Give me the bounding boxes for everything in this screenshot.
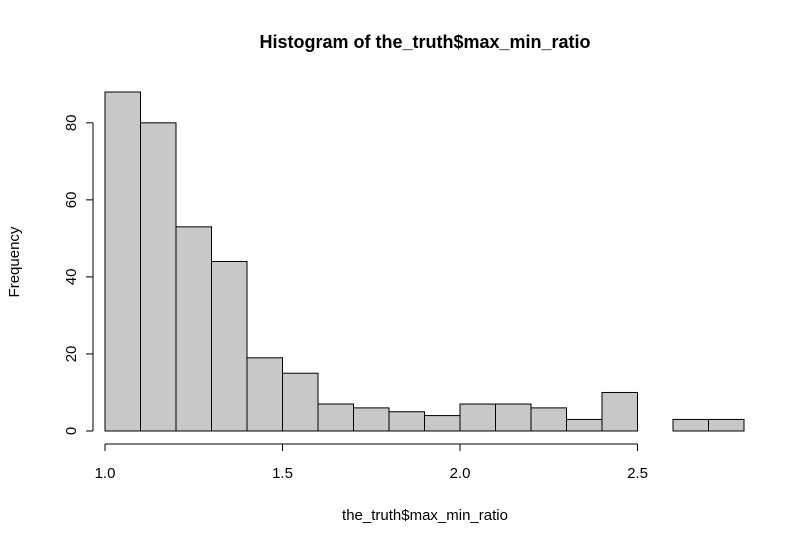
x-tick-label: 1.5 xyxy=(272,465,293,482)
y-tick-label: 40 xyxy=(63,269,80,286)
y-tick-label: 20 xyxy=(63,346,80,363)
histogram-bar xyxy=(495,403,532,432)
histogram-bar xyxy=(530,407,567,432)
histogram-bar xyxy=(424,415,461,432)
y-axis: 0 20 40 60 80 xyxy=(63,114,94,435)
y-tick-label: 80 xyxy=(63,114,80,131)
x-tick-label: 1.0 xyxy=(95,465,116,482)
histogram-bar xyxy=(601,391,638,432)
bars-group xyxy=(104,91,745,432)
histogram-bar xyxy=(672,418,709,432)
histogram-bar xyxy=(388,411,425,432)
histogram-bar xyxy=(211,261,248,432)
x-axis: 1.0 1.5 2.0 2.5 xyxy=(95,443,648,482)
histogram-bar xyxy=(566,418,603,432)
histogram-bar xyxy=(282,372,319,432)
histogram-bar xyxy=(708,418,745,432)
histogram-bar xyxy=(175,226,212,432)
y-tick-label: 60 xyxy=(63,192,80,209)
histogram-bar xyxy=(246,357,283,432)
x-tick-label: 2.0 xyxy=(450,465,471,482)
x-tick-label: 2.5 xyxy=(627,465,648,482)
x-axis-label: the_truth$max_min_ratio xyxy=(342,507,508,524)
chart-title: Histogram of the_truth$max_min_ratio xyxy=(259,32,590,52)
histogram-bar xyxy=(140,122,177,432)
histogram-bar xyxy=(459,403,496,432)
histogram-bar xyxy=(104,91,141,432)
histogram-bar xyxy=(353,407,390,432)
histogram-bar xyxy=(317,403,354,432)
y-axis-label: Frequency xyxy=(6,226,23,297)
y-tick-label: 0 xyxy=(63,427,80,435)
